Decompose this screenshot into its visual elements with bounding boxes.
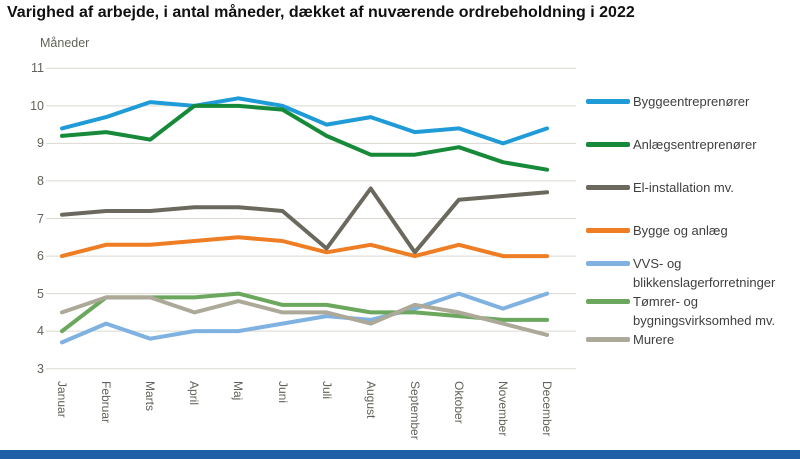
legend-item: El-installation mv. [586, 178, 798, 197]
legend-label: Bygge og anlæg [633, 223, 728, 238]
y-tick-label: 5 [37, 286, 44, 301]
x-tick-label: Marts [143, 381, 158, 411]
y-tick-label: 8 [37, 173, 44, 188]
legend-label: Byggeentreprenører [633, 94, 750, 109]
legend-label: Anlægsentreprenører [633, 137, 757, 152]
x-tick-label: Maj [231, 381, 246, 401]
x-tick-label: November [496, 381, 510, 437]
legend-label: Murere [633, 332, 675, 347]
x-tick-label: August [363, 381, 378, 419]
legend-item: VVS- og blikkenslagerforretninger [586, 254, 798, 292]
x-tick-label: December [540, 381, 555, 437]
footer-accent-bar [0, 450, 800, 459]
x-tick-label: Oktober [451, 381, 466, 424]
y-tick-label: 11 [31, 61, 44, 76]
series-line [60, 103, 550, 172]
y-tick-label: 9 [37, 136, 44, 151]
x-tick-label: September [407, 381, 422, 440]
legend-label: Tømrer- og bygningsvirksomhed mv. [633, 294, 776, 328]
y-tick-label: 7 [37, 211, 44, 226]
legend-line-swatch [586, 142, 630, 147]
chart-title: Varighed af arbejde, i antal måneder, dæ… [7, 4, 635, 21]
legend-line-swatch [586, 185, 630, 190]
series-line [60, 96, 550, 146]
series-line [60, 235, 550, 259]
x-tick-label: Juli [319, 381, 334, 400]
chart-legend: Byggeentreprenører Anlægsentreprenører El-… [586, 92, 798, 349]
series-line [60, 186, 550, 255]
legend-item: Murere [586, 330, 798, 349]
y-axis-unit-label: Måneder [40, 36, 90, 50]
legend-label: VVS- og blikkenslagerforretninger [633, 256, 776, 290]
legend-item: Bygge og anlæg [586, 221, 798, 240]
y-tick-label: 3 [37, 361, 44, 376]
legend-item: Tømrer- og bygningsvirksomhed mv. [586, 292, 798, 330]
y-tick-label: 4 [37, 324, 44, 339]
y-tick-label: 6 [37, 249, 44, 264]
x-tick-label: Februar [99, 381, 114, 424]
series-line [60, 291, 550, 345]
legend-line-swatch [586, 99, 630, 104]
legend-line-swatch [586, 228, 630, 233]
legend-label: El-installation mv. [633, 180, 734, 195]
legend-line-swatch [586, 261, 630, 266]
legend-item: Byggeentreprenører [586, 92, 798, 111]
y-tick-label: 10 [30, 98, 44, 113]
series-line [60, 295, 550, 337]
legend-line-swatch [586, 299, 630, 304]
x-tick-label: April [187, 381, 202, 406]
legend-line-swatch [586, 337, 630, 342]
x-tick-label: Januar [55, 381, 69, 418]
x-tick-label: Juni [275, 381, 290, 404]
legend-item: Anlægsentreprenører [586, 135, 798, 154]
